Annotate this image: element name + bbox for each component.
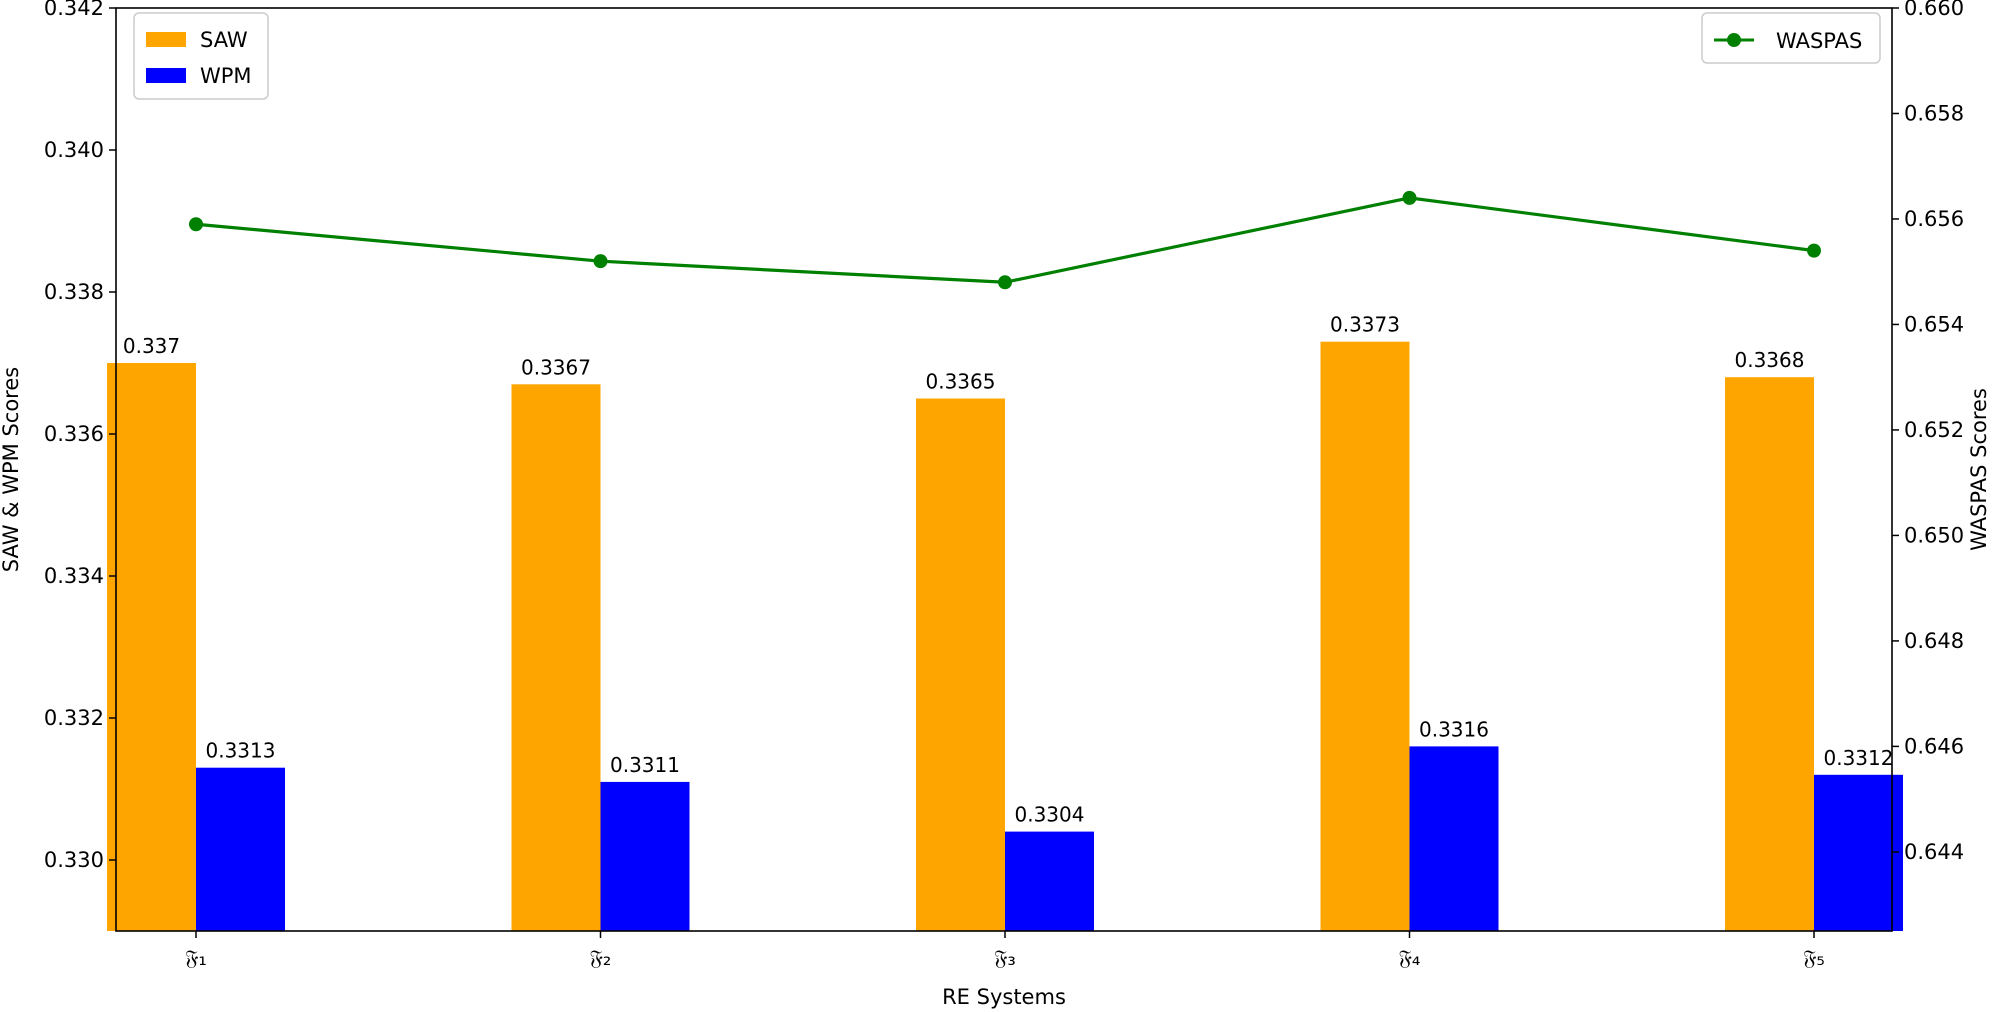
y-tick-label-right: 0.650 [1904,523,1964,547]
point-waspas-4 [1402,190,1417,205]
line-waspas [195,196,1815,284]
chart-axes: 0.330 0.332 0.334 0.336 0.338 0.340 0.342 0.644… [44,0,1964,970]
legend-label-saw: SAW [200,28,248,52]
bar-wpm-5 [1814,774,1903,931]
y-tick-label-left: 0.336 [44,422,104,446]
y-tick-label-right: 0.658 [1904,101,1964,125]
y-tick-label-right: 0.646 [1904,734,1964,758]
y-tick-label-left: 0.342 [44,0,104,20]
bar-wpm-1 [196,767,285,931]
data-label-wpm-3: 0.3304 [1015,803,1085,827]
y-tick-label-left: 0.334 [44,564,104,588]
legend-label-waspas: WASPAS [1776,29,1862,53]
legend-label-wpm: WPM [200,64,252,88]
data-label-wpm-1: 0.3313 [206,739,276,763]
bar-wpm-2 [600,781,690,931]
y-tick-label-right: 0.644 [1904,840,1964,864]
bar-wpm-3 [1005,831,1094,931]
y-tick-label-right: 0.656 [1904,207,1964,231]
data-label-saw-3: 0.3365 [926,370,996,394]
x-tick-label: 𝔉₁ [185,946,207,970]
point-waspas-1 [189,217,203,232]
y-axis-title-left: SAW & WPM Scores [0,367,23,572]
legend-swatch-waspas-marker [1727,33,1741,47]
x-axis-title: RE Systems [942,985,1066,1009]
legend-swatch-wpm [146,68,186,83]
data-label-saw-2: 0.3367 [521,355,591,379]
x-tick-label: 𝔉₅ [1803,946,1825,970]
point-waspas-3 [998,275,1012,290]
bar-saw-4 [1320,341,1410,931]
legend-swatch-saw [146,32,186,47]
x-tick-label: 𝔉₂ [590,946,612,970]
data-label-wpm-2: 0.3311 [610,753,680,777]
data-label-wpm-4: 0.3316 [1419,717,1489,741]
x-tick-label: 𝔉₃ [994,946,1016,970]
data-label-saw-1: 0.337 [123,334,180,358]
data-label-saw-5: 0.3368 [1735,348,1805,372]
y-tick-label-left: 0.338 [44,280,104,304]
data-label-wpm-5: 0.3312 [1824,746,1894,770]
bar-saw-5 [1725,377,1814,931]
y-tick-label-left: 0.330 [44,848,104,872]
legend-line: WASPAS [1701,12,1881,64]
bar-saw-2 [511,384,601,931]
bar-saw-3 [916,398,1005,931]
chart-marks: 0.337 0.3367 0.3365 0.3373 0.3368 0.3313 0.331… [107,190,1903,931]
y-axis-title-right: WASPAS Scores [1967,388,1991,551]
point-waspas-2 [593,254,608,269]
y-tick-label-right: 0.652 [1904,418,1964,442]
legend-bars: SAW WPM [133,12,269,100]
plot-frame [115,7,1893,932]
legend-line-box [1701,12,1881,64]
y-tick-label-right: 0.654 [1904,312,1964,336]
y-tick-label-right: 0.648 [1904,629,1964,653]
bar-saw-1 [107,363,196,931]
y-tick-label-left: 0.340 [44,138,104,162]
point-waspas-5 [1807,243,1821,258]
data-label-saw-4: 0.3373 [1330,313,1400,337]
y-tick-label-left: 0.332 [44,706,104,730]
x-tick-label: 𝔉₄ [1399,946,1421,970]
y-tick-label-right: 0.660 [1904,0,1964,20]
bar-wpm-4 [1409,746,1499,931]
